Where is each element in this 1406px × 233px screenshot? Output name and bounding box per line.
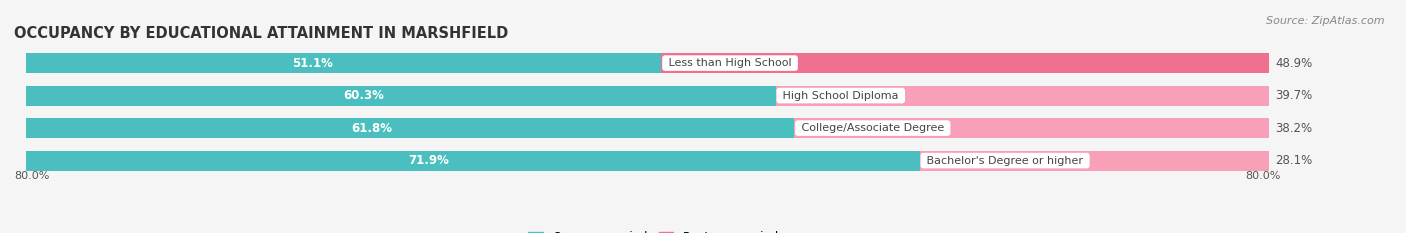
Text: 28.1%: 28.1%	[1275, 154, 1312, 167]
Text: 80.0%: 80.0%	[1246, 171, 1281, 181]
Text: Source: ZipAtlas.com: Source: ZipAtlas.com	[1267, 16, 1385, 26]
Text: 39.7%: 39.7%	[1275, 89, 1312, 102]
Text: Less than High School: Less than High School	[665, 58, 796, 68]
Bar	[27, 86, 1268, 106]
Legend: Owner-occupied, Renter-occupied: Owner-occupied, Renter-occupied	[523, 226, 785, 233]
Bar	[27, 118, 1268, 138]
Text: 61.8%: 61.8%	[352, 122, 392, 135]
Text: Bachelor's Degree or higher: Bachelor's Degree or higher	[924, 156, 1087, 166]
Text: High School Diploma: High School Diploma	[779, 91, 903, 101]
Text: OCCUPANCY BY EDUCATIONAL ATTAINMENT IN MARSHFIELD: OCCUPANCY BY EDUCATIONAL ATTAINMENT IN M…	[14, 26, 509, 41]
Bar	[27, 86, 776, 106]
Bar	[794, 118, 1268, 138]
Text: 60.3%: 60.3%	[343, 89, 384, 102]
Bar	[27, 151, 1268, 171]
Bar	[27, 151, 920, 171]
Text: 38.2%: 38.2%	[1275, 122, 1312, 135]
Bar	[920, 151, 1268, 171]
Text: 71.9%: 71.9%	[408, 154, 449, 167]
Text: 51.1%: 51.1%	[291, 57, 333, 70]
Bar	[27, 53, 1268, 73]
Bar	[661, 53, 1268, 73]
Bar	[27, 53, 661, 73]
Bar	[776, 86, 1268, 106]
Text: 48.9%: 48.9%	[1275, 57, 1312, 70]
Text: College/Associate Degree: College/Associate Degree	[797, 123, 948, 133]
Bar	[27, 118, 794, 138]
Text: 80.0%: 80.0%	[14, 171, 49, 181]
